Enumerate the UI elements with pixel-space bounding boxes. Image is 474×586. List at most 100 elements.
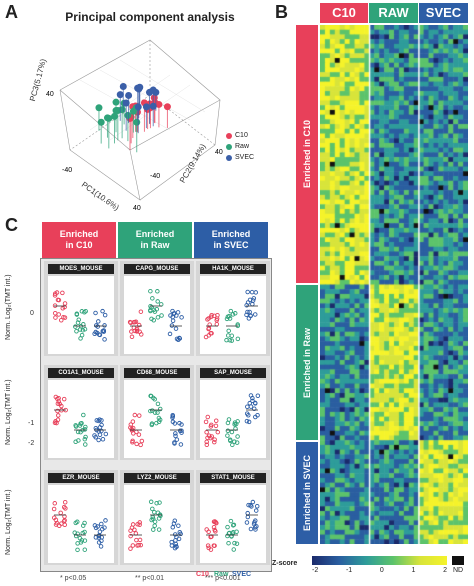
- data-point: [251, 521, 257, 527]
- data-point: [253, 401, 258, 406]
- ytick: 0: [30, 310, 34, 317]
- data-point: [134, 441, 139, 447]
- data-point: [250, 395, 255, 401]
- data-point: [56, 399, 61, 404]
- sig-legend-1: * p<0.05: [60, 575, 87, 582]
- panel-c-ylabel-row2: Norm. Log₂(TMT int.): [5, 379, 12, 445]
- pca-point: [149, 102, 157, 110]
- data-point: [76, 438, 81, 443]
- pca-point: [142, 103, 150, 111]
- protein-panel-dots: [124, 276, 190, 354]
- data-point: [206, 545, 211, 551]
- colorbar-nd-label: ND: [453, 567, 464, 574]
- panel-label-b: B: [275, 2, 288, 22]
- data-point: [76, 317, 82, 322]
- data-point: [255, 393, 261, 399]
- data-point: [250, 398, 255, 404]
- data-point: [229, 533, 234, 539]
- data-point: [136, 542, 141, 548]
- ytick: -1: [28, 420, 35, 427]
- sig-legend-2: ** p<0.01: [135, 575, 164, 582]
- data-point: [254, 504, 260, 509]
- data-point: [176, 523, 181, 528]
- data-point: [235, 336, 241, 342]
- panel-label-c: C: [5, 215, 18, 235]
- data-point: [136, 413, 142, 418]
- protein-panel: CO1A1_MOUSE: [44, 365, 118, 460]
- data-point: [59, 403, 64, 409]
- data-point: [213, 423, 219, 429]
- data-point: [170, 412, 175, 418]
- data-point: [79, 332, 85, 338]
- data-point: [244, 520, 250, 525]
- data-point: [203, 419, 209, 425]
- data-point: [246, 419, 252, 425]
- data-point: [225, 533, 230, 539]
- data-point: [205, 543, 211, 548]
- pca-point: [125, 91, 133, 99]
- data-point: [173, 433, 178, 439]
- data-point: [253, 527, 258, 532]
- data-point: [80, 327, 86, 333]
- data-point: [101, 328, 107, 333]
- pc3-tick: 40: [46, 91, 54, 98]
- xcat-raw: Raw: [214, 571, 229, 578]
- data-point: [96, 535, 102, 541]
- data-point: [155, 510, 161, 515]
- data-point: [248, 503, 253, 508]
- data-point: [74, 312, 80, 317]
- data-point: [150, 296, 155, 301]
- data-point: [156, 527, 162, 532]
- pca-point: [119, 83, 127, 91]
- protein-panel: CAPG_MOUSE: [120, 261, 194, 356]
- data-point: [102, 525, 107, 530]
- data-point: [225, 433, 230, 438]
- data-point: [135, 522, 140, 527]
- data-point: [232, 439, 237, 444]
- data-point: [130, 419, 136, 424]
- data-point: [232, 420, 238, 425]
- pca-legend: C10 Raw SVEC: [226, 132, 254, 161]
- data-point: [179, 430, 184, 435]
- data-point: [246, 316, 252, 321]
- data-point: [215, 313, 220, 318]
- data-point: [128, 422, 134, 427]
- pca-plot: -40 40 -40 40 40: [46, 39, 223, 212]
- data-point: [170, 419, 176, 425]
- xcat-svec: SVEC: [232, 571, 252, 578]
- data-point: [171, 521, 177, 526]
- data-point: [213, 418, 219, 424]
- data-point: [224, 316, 230, 322]
- data-point: [173, 541, 179, 547]
- data-point: [157, 406, 163, 412]
- data-point: [83, 434, 88, 440]
- protein-panel-dots: [124, 485, 190, 563]
- data-point: [59, 521, 64, 526]
- data-point: [93, 525, 99, 531]
- data-point: [159, 313, 164, 318]
- protein-panel: LYZ2_MOUSE: [120, 470, 194, 565]
- data-point: [155, 289, 160, 294]
- colorbar-tick: 2: [443, 567, 447, 574]
- data-point: [152, 410, 158, 415]
- data-point: [157, 417, 163, 423]
- data-point: [204, 429, 209, 435]
- data-point: [225, 524, 230, 530]
- data-point: [179, 428, 184, 433]
- data-point: [92, 433, 97, 438]
- data-point: [152, 523, 157, 528]
- protein-panel-title: CD68_MOUSE: [124, 368, 190, 378]
- data-point: [172, 441, 177, 446]
- data-point: [127, 319, 133, 325]
- data-point: [225, 428, 231, 434]
- data-point: [132, 527, 137, 533]
- data-point: [172, 532, 178, 537]
- colorbar-tick: -1: [345, 567, 353, 574]
- legend-dot-svec: [226, 154, 232, 161]
- data-point: [82, 427, 88, 432]
- data-point: [128, 533, 133, 539]
- legend-item-raw: Raw: [226, 143, 254, 150]
- data-point: [231, 547, 237, 552]
- data-point: [79, 420, 84, 426]
- data-point: [213, 529, 218, 534]
